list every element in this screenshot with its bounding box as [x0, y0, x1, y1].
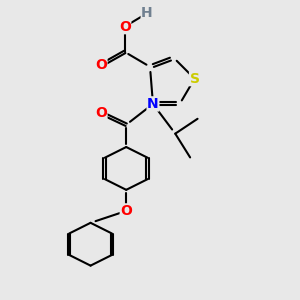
Text: O: O — [95, 106, 107, 120]
Text: S: S — [190, 72, 200, 86]
Text: H: H — [141, 6, 153, 20]
Text: O: O — [95, 58, 107, 72]
Text: O: O — [120, 204, 132, 218]
Text: N: N — [147, 97, 159, 111]
Text: O: O — [119, 20, 131, 34]
